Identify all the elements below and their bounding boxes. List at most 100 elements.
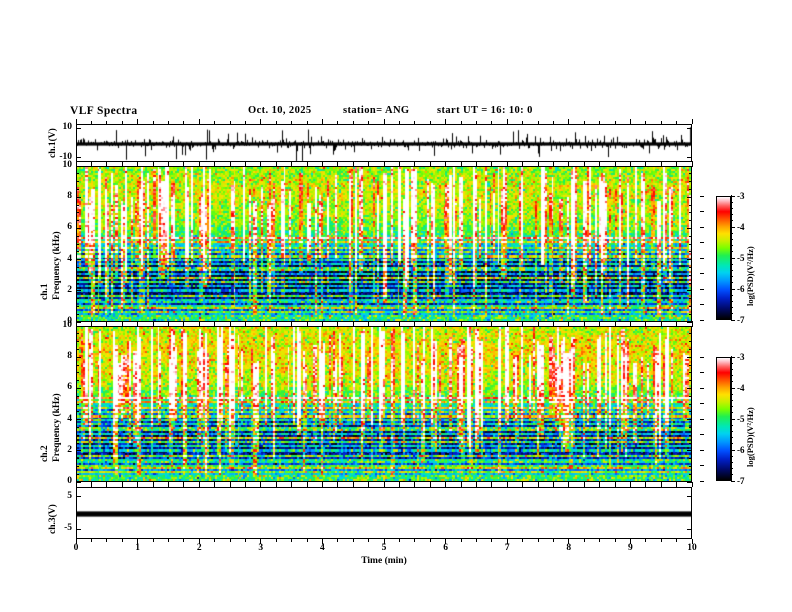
x-tick [645, 539, 647, 542]
x-tick [291, 323, 293, 326]
x-tick [552, 484, 554, 487]
y-tick [76, 325, 81, 327]
y-tick-minor [689, 458, 692, 460]
x-tick [445, 119, 447, 124]
y-tick-minor [76, 380, 79, 382]
colorbar-ch2 [716, 357, 731, 481]
colorbar-tick-minor [731, 368, 733, 370]
y-tick [687, 528, 692, 530]
y-tick [76, 259, 81, 261]
x-tick [583, 484, 585, 487]
x-tick [506, 161, 508, 166]
y-tick [76, 157, 81, 159]
y-tick-minor [76, 458, 79, 460]
x-tick [214, 323, 216, 326]
y-tick-minor [76, 298, 79, 300]
colorbar-tick-minor [731, 220, 733, 222]
x-tick [552, 121, 554, 124]
colorbar-tick-label: -4 [737, 222, 745, 232]
x-tick [368, 323, 370, 326]
x-tick [537, 121, 539, 124]
x-tick [275, 539, 277, 542]
y-tick-label: 2 [67, 284, 72, 295]
colorbar-tick-minor [731, 214, 733, 216]
x-tick [90, 163, 92, 166]
y-tick [76, 165, 81, 167]
x-tick [522, 482, 524, 485]
x-tick [398, 163, 400, 166]
x-tick [568, 539, 570, 544]
y-tick [76, 196, 81, 198]
colorbar-tick-label: -3 [737, 191, 745, 201]
x-tick [506, 321, 508, 326]
x-tick [475, 484, 477, 487]
colorbar-tick-minor [731, 474, 733, 476]
x-tick [506, 119, 508, 124]
x-tick-label: 7 [504, 543, 510, 553]
colorbar-tick-label: -6 [737, 445, 745, 455]
x-tick [583, 539, 585, 542]
x-tick [445, 482, 447, 487]
y-tick [76, 321, 81, 323]
y-tick [76, 356, 81, 358]
y-tick [687, 157, 692, 159]
x-tick [506, 482, 508, 487]
y-tick [687, 259, 692, 261]
y-tick [76, 290, 81, 292]
outer-tick [700, 226, 704, 228]
x-tick [291, 121, 293, 124]
y-tick-minor [689, 282, 692, 284]
x-tick [522, 163, 524, 166]
colorbar-tick-minor [731, 232, 733, 234]
x-tick [691, 539, 693, 544]
colorbar-tick [731, 195, 735, 197]
x-tick [445, 161, 447, 166]
colorbar-tick-minor [731, 238, 733, 240]
colorbar-tick-minor [731, 461, 733, 463]
x-tick [660, 482, 662, 485]
x-tick [599, 539, 601, 542]
y-tick [687, 496, 692, 498]
y-tick-minor [689, 341, 692, 343]
y-tick [76, 387, 81, 389]
y-tick-minor [689, 434, 692, 436]
x-tick-label: 1 [135, 543, 140, 553]
y-tick-minor [76, 395, 79, 397]
x-tick-label: 3 [258, 543, 264, 553]
x-tick [398, 484, 400, 487]
y-tick-minor [689, 364, 692, 366]
x-tick [321, 161, 323, 166]
x-tick [552, 323, 554, 326]
x-tick [583, 163, 585, 166]
colorbar-tick-minor [731, 393, 733, 395]
x-tick [137, 119, 139, 124]
x-tick [614, 539, 616, 542]
x-tick [183, 121, 185, 124]
colorbar-tick-minor [731, 307, 733, 309]
x-tick [552, 163, 554, 166]
x-tick [660, 163, 662, 166]
y-tick-minor [76, 434, 79, 436]
x-tick [676, 484, 678, 487]
x-tick [337, 163, 339, 166]
x-tick [260, 119, 262, 124]
x-tick [121, 163, 123, 166]
x-tick [414, 163, 416, 166]
x-tick [491, 323, 493, 326]
y-tick-minor [689, 220, 692, 222]
x-tick [368, 539, 370, 542]
colorbar-ch2-gradient [717, 358, 730, 480]
x-tick [429, 482, 431, 485]
y-tick-minor [76, 473, 79, 475]
outer-tick [700, 304, 704, 305]
y-tick-label: 4 [67, 413, 72, 424]
x-tick [691, 161, 693, 166]
x-tick [229, 482, 231, 485]
x-tick [645, 482, 647, 485]
x-tick [214, 163, 216, 166]
x-tick [214, 121, 216, 124]
panel-ch1-waveform [76, 124, 692, 162]
x-tick [90, 539, 92, 542]
colorbar-tick-minor [731, 430, 733, 432]
x-tick [398, 539, 400, 542]
